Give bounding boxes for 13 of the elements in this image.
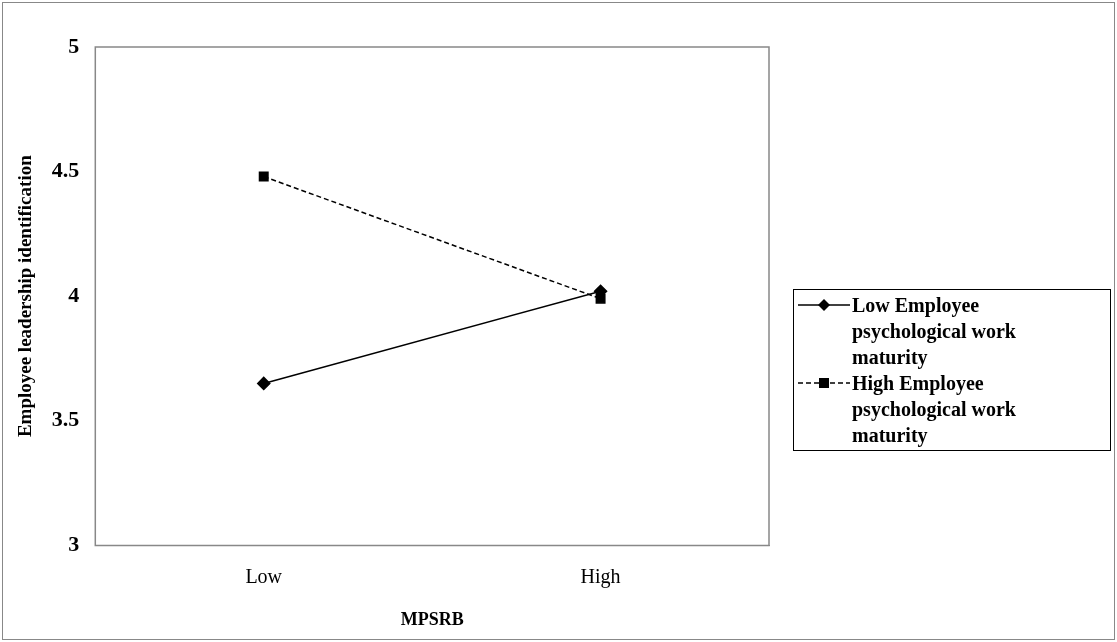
point	[256, 376, 271, 391]
y-tick-label: 4.5	[51, 157, 80, 183]
y-axis-title: Employee leadership identification	[14, 154, 36, 438]
x-tick-label: Low	[245, 564, 283, 587]
x-axis-title: MPSRB	[400, 608, 464, 629]
y-tick-label: 5	[68, 32, 80, 58]
x-tick-label: High	[580, 564, 621, 588]
y-tick-label: 3	[68, 531, 80, 557]
y-tick-label: 3.5	[51, 406, 80, 432]
legend-label: High Employee psychological work maturity	[852, 371, 1017, 448]
y-tick-label: 4	[68, 281, 80, 307]
point	[258, 171, 269, 182]
legend-label: Low Employee psychological work maturity	[852, 293, 1017, 370]
